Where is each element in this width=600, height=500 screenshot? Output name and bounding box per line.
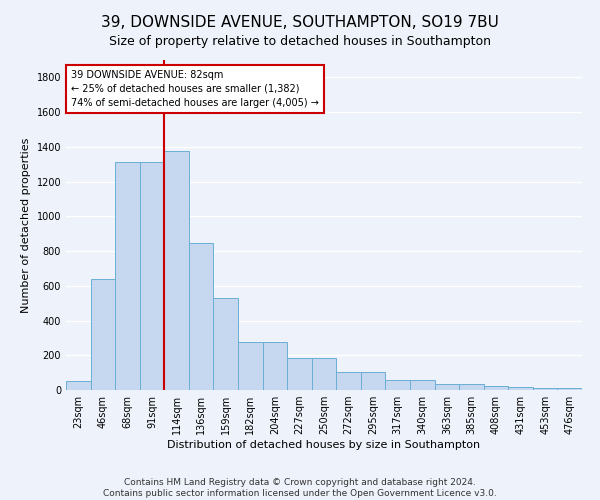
Bar [140, 162, 164, 390]
Bar [66, 382, 91, 390]
X-axis label: Distribution of detached houses by size in Southampton: Distribution of detached houses by size … [167, 440, 481, 450]
Bar [91, 279, 115, 390]
Bar [434, 384, 459, 390]
Bar [189, 243, 214, 390]
Bar [410, 380, 434, 390]
Bar [263, 342, 287, 390]
Bar [508, 388, 533, 390]
Text: Contains HM Land Registry data © Crown copyright and database right 2024.
Contai: Contains HM Land Registry data © Crown c… [103, 478, 497, 498]
Bar [214, 298, 238, 390]
Bar [385, 380, 410, 390]
Bar [484, 386, 508, 390]
Text: Size of property relative to detached houses in Southampton: Size of property relative to detached ho… [109, 35, 491, 48]
Y-axis label: Number of detached properties: Number of detached properties [21, 138, 31, 312]
Bar [361, 372, 385, 390]
Bar [115, 162, 140, 390]
Bar [336, 372, 361, 390]
Bar [557, 388, 582, 390]
Bar [312, 358, 336, 390]
Bar [238, 342, 263, 390]
Bar [287, 358, 312, 390]
Bar [459, 384, 484, 390]
Text: 39, DOWNSIDE AVENUE, SOUTHAMPTON, SO19 7BU: 39, DOWNSIDE AVENUE, SOUTHAMPTON, SO19 7… [101, 15, 499, 30]
Bar [164, 151, 189, 390]
Bar [533, 388, 557, 390]
Text: 39 DOWNSIDE AVENUE: 82sqm
← 25% of detached houses are smaller (1,382)
74% of se: 39 DOWNSIDE AVENUE: 82sqm ← 25% of detac… [71, 70, 319, 108]
